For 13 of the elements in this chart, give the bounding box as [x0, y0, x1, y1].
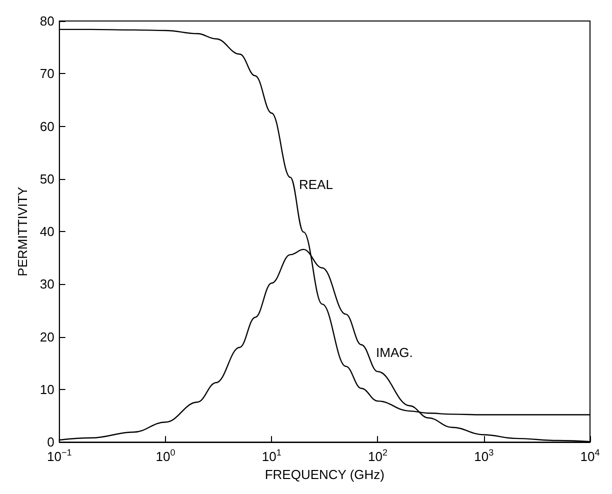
x-axis-title: FREQUENCY (GHz) — [264, 467, 385, 482]
annotation: REAL — [299, 177, 333, 192]
y-tick-label: 80 — [40, 14, 54, 28]
y-axis-title: PERMITTIVITY — [15, 186, 30, 276]
y-tick-label: 10 — [40, 382, 54, 397]
y-tick-label: 70 — [40, 66, 54, 82]
y-tick-label: 40 — [40, 224, 54, 240]
annotation: IMAG. — [376, 345, 413, 360]
y-tick-label: 50 — [40, 171, 54, 186]
y-tick-label: 0 — [47, 434, 54, 450]
y-tick-label: 20 — [40, 329, 54, 344]
y-tick-label: 60 — [40, 118, 54, 134]
y-tick-label: 30 — [40, 276, 54, 292]
